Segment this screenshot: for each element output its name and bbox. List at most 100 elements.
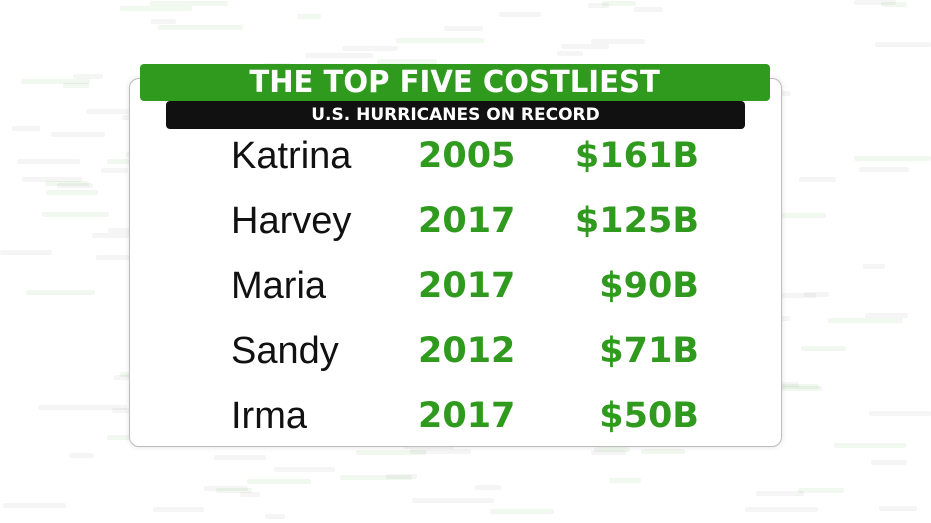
background-streak xyxy=(863,264,885,269)
background-streak xyxy=(475,485,501,490)
hurricane-cost: $71B xyxy=(599,331,699,371)
background-streak xyxy=(557,51,583,56)
background-streak xyxy=(0,250,52,255)
background-streak xyxy=(499,12,541,17)
background-streak xyxy=(101,168,128,173)
background-streak xyxy=(859,167,909,172)
hurricane-cost: $125B xyxy=(574,201,699,241)
background-streak xyxy=(780,213,826,218)
background-streak xyxy=(834,443,906,448)
table-row: Katrina 2005 $161B xyxy=(0,131,931,181)
hurricane-name: Maria xyxy=(231,265,327,307)
background-streak xyxy=(763,386,822,391)
background-streak xyxy=(828,318,903,323)
background-streak xyxy=(342,46,398,51)
background-streak xyxy=(45,181,89,186)
background-streak xyxy=(120,6,192,11)
background-streak xyxy=(26,290,95,295)
background-streak xyxy=(69,453,94,458)
background-streak xyxy=(204,486,248,491)
background-streak xyxy=(869,411,931,416)
background-streak xyxy=(57,183,93,188)
subtitle-banner: U.S. HURRICANES ON RECORD xyxy=(166,101,745,129)
background-streak xyxy=(751,384,819,389)
background-streak xyxy=(881,2,907,7)
background-streak xyxy=(386,474,417,479)
background-streak xyxy=(214,455,266,460)
background-streak xyxy=(151,19,176,24)
background-streak xyxy=(216,488,252,493)
background-streak xyxy=(871,460,907,465)
background-streak xyxy=(602,1,636,6)
background-streak xyxy=(634,7,663,12)
background-streak xyxy=(38,405,127,410)
background-streak xyxy=(745,507,818,512)
background-streak xyxy=(274,467,335,472)
background-streak xyxy=(21,79,90,84)
background-streak xyxy=(22,177,82,182)
hurricane-year: 2005 xyxy=(418,136,516,176)
background-streak xyxy=(377,59,437,64)
background-streak xyxy=(42,212,109,217)
background-streak xyxy=(594,447,630,452)
background-streak xyxy=(490,509,554,514)
background-streak xyxy=(776,293,816,298)
background-streak xyxy=(641,449,685,454)
background-streak xyxy=(63,83,89,88)
hurricane-name: Katrina xyxy=(231,135,352,177)
background-streak xyxy=(875,42,931,47)
hurricane-year: 2017 xyxy=(418,396,516,436)
hurricane-name: Sandy xyxy=(231,330,339,372)
background-streak xyxy=(240,492,260,497)
background-streak xyxy=(396,38,484,43)
table-panel xyxy=(129,78,782,447)
background-streak xyxy=(96,255,145,260)
chart-title: THE TOP FIVE COSTLIEST xyxy=(249,64,661,100)
table-row: Irma 2017 $50B xyxy=(0,391,931,441)
background-streak xyxy=(247,479,311,484)
hurricane-cost: $161B xyxy=(574,136,699,176)
hurricane-name: Harvey xyxy=(231,200,352,242)
table-row: Harvey 2017 $125B xyxy=(0,196,931,246)
background-streak xyxy=(854,0,896,5)
table-row: Sandy 2012 $71B xyxy=(0,326,931,376)
hurricane-cost: $50B xyxy=(599,396,699,436)
hurricane-cost: $90B xyxy=(599,266,699,306)
background-streak xyxy=(444,26,483,31)
background-streak xyxy=(801,346,846,351)
background-streak xyxy=(46,190,98,195)
background-streak xyxy=(591,450,626,455)
background-streak xyxy=(3,503,66,508)
background-streak xyxy=(305,53,373,58)
background-streak xyxy=(340,475,412,480)
chart-subtitle: U.S. HURRICANES ON RECORD xyxy=(311,104,600,125)
background-streak xyxy=(756,491,804,496)
background-streak xyxy=(410,449,471,454)
background-streak xyxy=(51,132,105,137)
background-streak xyxy=(798,488,844,493)
background-streak xyxy=(561,44,609,49)
background-streak xyxy=(865,313,908,318)
background-streak xyxy=(265,514,285,519)
background-streak xyxy=(879,506,917,511)
hurricane-name: Irma xyxy=(231,395,307,437)
background-streak xyxy=(17,159,80,164)
background-streak xyxy=(356,450,426,455)
hurricane-year: 2017 xyxy=(418,266,516,306)
background-streak xyxy=(804,292,829,297)
background-streak xyxy=(86,109,161,114)
background-streak xyxy=(609,478,641,483)
background-streak xyxy=(412,498,494,503)
background-streak xyxy=(12,126,40,131)
title-banner: THE TOP FIVE COSTLIEST xyxy=(140,64,770,101)
background-streak xyxy=(73,74,103,79)
background-streak xyxy=(588,3,609,8)
background-streak xyxy=(854,156,931,161)
background-streak xyxy=(799,177,836,182)
background-streak xyxy=(150,1,228,6)
hurricane-year: 2012 xyxy=(418,331,516,371)
table-row: Maria 2017 $90B xyxy=(0,261,931,311)
background-streak xyxy=(92,233,164,238)
hurricane-year: 2017 xyxy=(418,201,516,241)
